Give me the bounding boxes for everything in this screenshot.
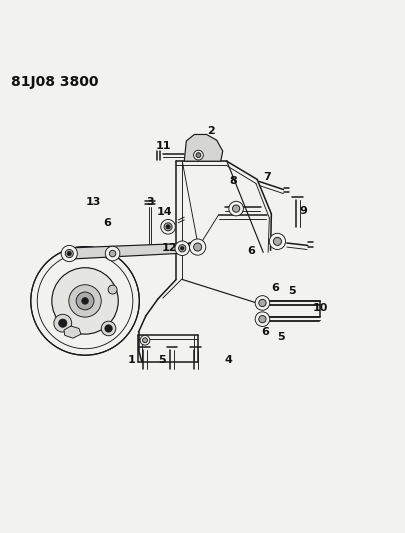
Text: 3: 3 <box>146 197 153 207</box>
Circle shape <box>54 314 72 332</box>
Circle shape <box>259 300 266 306</box>
Circle shape <box>175 241 190 255</box>
Circle shape <box>140 335 150 345</box>
Circle shape <box>232 205 240 212</box>
Circle shape <box>229 201 243 216</box>
Text: 14: 14 <box>156 207 172 217</box>
Text: 5: 5 <box>158 356 166 366</box>
Text: 7: 7 <box>263 172 271 182</box>
Circle shape <box>255 312 270 326</box>
Text: 12: 12 <box>162 243 177 253</box>
Text: 5: 5 <box>288 286 295 296</box>
Circle shape <box>108 285 117 294</box>
Text: 6: 6 <box>160 221 168 231</box>
Circle shape <box>179 245 186 252</box>
Circle shape <box>61 245 77 262</box>
Text: 2: 2 <box>207 126 215 136</box>
Text: 11: 11 <box>156 141 171 151</box>
Text: 81J08 3800: 81J08 3800 <box>11 75 99 90</box>
Circle shape <box>161 220 175 234</box>
Text: 6: 6 <box>261 327 269 337</box>
Text: 6: 6 <box>247 246 255 256</box>
Text: 6: 6 <box>185 242 194 252</box>
Circle shape <box>259 316 266 323</box>
Text: 6: 6 <box>271 282 279 293</box>
Circle shape <box>194 243 202 251</box>
Circle shape <box>190 239 206 255</box>
Text: 4: 4 <box>225 356 233 366</box>
Circle shape <box>194 150 203 160</box>
Polygon shape <box>184 134 223 161</box>
Circle shape <box>82 298 88 304</box>
Circle shape <box>65 249 73 257</box>
Circle shape <box>273 237 281 245</box>
Circle shape <box>76 292 94 310</box>
Circle shape <box>164 223 172 231</box>
Text: 13: 13 <box>85 197 101 207</box>
Circle shape <box>105 246 120 261</box>
Circle shape <box>59 319 67 327</box>
Circle shape <box>143 338 147 343</box>
Circle shape <box>52 268 118 334</box>
Text: 10: 10 <box>312 303 328 313</box>
Circle shape <box>109 251 116 257</box>
Text: 6: 6 <box>103 218 111 228</box>
Text: 8: 8 <box>229 176 237 187</box>
Circle shape <box>37 253 133 349</box>
Text: 9: 9 <box>300 206 308 216</box>
Polygon shape <box>68 244 184 259</box>
Circle shape <box>67 252 71 255</box>
Text: 1: 1 <box>128 356 136 366</box>
Circle shape <box>31 247 139 355</box>
Circle shape <box>69 285 101 317</box>
Circle shape <box>166 225 170 229</box>
Circle shape <box>101 321 116 336</box>
Circle shape <box>196 152 201 158</box>
Circle shape <box>255 296 270 310</box>
Circle shape <box>269 233 286 249</box>
Circle shape <box>181 247 184 250</box>
Polygon shape <box>64 326 81 338</box>
Circle shape <box>105 325 112 332</box>
Text: 5: 5 <box>278 333 285 342</box>
